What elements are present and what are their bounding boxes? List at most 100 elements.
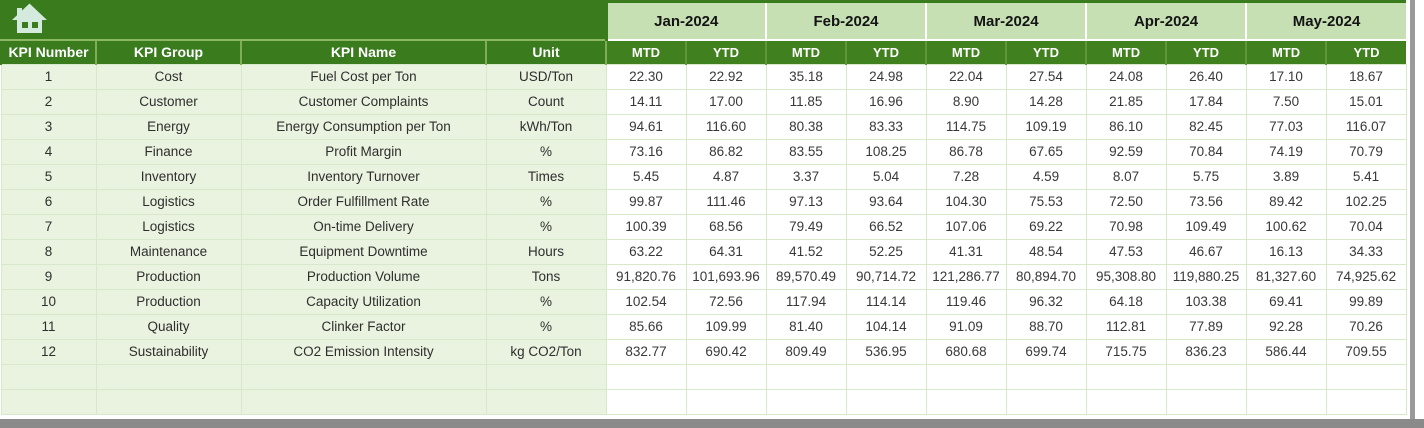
- value-cell[interactable]: [605, 388, 687, 415]
- kpi-group-cell[interactable]: Inventory: [95, 163, 242, 190]
- value-cell[interactable]: 80,894.70: [1005, 263, 1087, 290]
- value-cell[interactable]: 77.89: [1165, 313, 1247, 340]
- kpi-number-cell[interactable]: 7: [0, 213, 97, 240]
- value-cell[interactable]: 536.95: [845, 338, 927, 365]
- value-cell[interactable]: 108.25: [845, 138, 927, 165]
- value-cell[interactable]: 14.11: [605, 88, 687, 115]
- value-cell[interactable]: [1085, 388, 1167, 415]
- kpi-group-cell[interactable]: [95, 388, 242, 415]
- value-cell[interactable]: 81,327.60: [1245, 263, 1327, 290]
- value-cell[interactable]: 70.98: [1085, 213, 1167, 240]
- value-cell[interactable]: 24.08: [1085, 63, 1167, 90]
- value-cell[interactable]: 82.45: [1165, 113, 1247, 140]
- unit-cell[interactable]: Hours: [485, 238, 607, 265]
- unit-header[interactable]: Unit: [485, 40, 607, 64]
- value-cell[interactable]: 79.49: [765, 213, 847, 240]
- value-cell[interactable]: 119,880.25: [1165, 263, 1247, 290]
- kpi-name-cell[interactable]: Fuel Cost per Ton: [240, 63, 487, 90]
- kpi-number-cell[interactable]: 12: [0, 338, 97, 365]
- unit-cell[interactable]: %: [485, 138, 607, 165]
- value-cell[interactable]: [1085, 363, 1167, 390]
- month-header[interactable]: Apr-2024: [1085, 1, 1247, 41]
- value-cell[interactable]: 66.52: [845, 213, 927, 240]
- unit-cell[interactable]: %: [485, 188, 607, 215]
- value-cell[interactable]: 74.19: [1245, 138, 1327, 165]
- unit-cell[interactable]: Tons: [485, 263, 607, 290]
- ytd-header[interactable]: YTD: [1005, 40, 1087, 64]
- value-cell[interactable]: 17.10: [1245, 63, 1327, 90]
- value-cell[interactable]: 121,286.77: [925, 263, 1007, 290]
- kpi-number-cell[interactable]: 6: [0, 188, 97, 215]
- kpi-name-cell[interactable]: Order Fulfillment Rate: [240, 188, 487, 215]
- ytd-header[interactable]: YTD: [685, 40, 766, 64]
- value-cell[interactable]: 75.53: [1005, 188, 1087, 215]
- value-cell[interactable]: 85.66: [605, 313, 687, 340]
- value-cell[interactable]: 103.38: [1165, 288, 1247, 315]
- value-cell[interactable]: [1325, 388, 1407, 415]
- value-cell[interactable]: 22.30: [605, 63, 687, 90]
- value-cell[interactable]: 67.65: [1005, 138, 1087, 165]
- value-cell[interactable]: 15.01: [1325, 88, 1407, 115]
- kpi-group-cell[interactable]: Production: [95, 263, 242, 290]
- kpi-number-cell[interactable]: [0, 363, 97, 390]
- kpi-number-cell[interactable]: 11: [0, 313, 97, 340]
- value-cell[interactable]: 97.13: [765, 188, 847, 215]
- value-cell[interactable]: [685, 388, 767, 415]
- value-cell[interactable]: 26.40: [1165, 63, 1247, 90]
- value-cell[interactable]: 104.30: [925, 188, 1007, 215]
- month-header[interactable]: Jan-2024: [605, 1, 766, 41]
- mtd-header[interactable]: MTD: [765, 40, 846, 64]
- value-cell[interactable]: 74,925.62: [1325, 263, 1407, 290]
- value-cell[interactable]: [925, 388, 1007, 415]
- kpi-group-header[interactable]: KPI Group: [95, 40, 242, 64]
- kpi-number-cell[interactable]: 10: [0, 288, 97, 315]
- value-cell[interactable]: 3.37: [765, 163, 847, 190]
- mtd-header[interactable]: MTD: [605, 40, 686, 64]
- value-cell[interactable]: 70.84: [1165, 138, 1247, 165]
- kpi-number-header[interactable]: KPI Number: [0, 40, 97, 64]
- kpi-number-cell[interactable]: 2: [0, 88, 97, 115]
- value-cell[interactable]: 70.04: [1325, 213, 1407, 240]
- kpi-name-cell[interactable]: On-time Delivery: [240, 213, 487, 240]
- kpi-name-header[interactable]: KPI Name: [240, 40, 487, 64]
- value-cell[interactable]: 72.50: [1085, 188, 1167, 215]
- value-cell[interactable]: 8.07: [1085, 163, 1167, 190]
- kpi-group-cell[interactable]: Quality: [95, 313, 242, 340]
- value-cell[interactable]: 81.40: [765, 313, 847, 340]
- value-cell[interactable]: 99.89: [1325, 288, 1407, 315]
- value-cell[interactable]: 89,570.49: [765, 263, 847, 290]
- kpi-group-cell[interactable]: Logistics: [95, 188, 242, 215]
- value-cell[interactable]: 5.41: [1325, 163, 1407, 190]
- unit-cell[interactable]: kg CO2/Ton: [485, 338, 607, 365]
- value-cell[interactable]: 5.75: [1165, 163, 1247, 190]
- value-cell[interactable]: 91.09: [925, 313, 1007, 340]
- value-cell[interactable]: 117.94: [765, 288, 847, 315]
- value-cell[interactable]: 699.74: [1005, 338, 1087, 365]
- value-cell[interactable]: 72.56: [685, 288, 767, 315]
- kpi-name-cell[interactable]: Profit Margin: [240, 138, 487, 165]
- value-cell[interactable]: 64.31: [685, 238, 767, 265]
- value-cell[interactable]: 69.22: [1005, 213, 1087, 240]
- month-header[interactable]: Mar-2024: [925, 1, 1087, 41]
- kpi-group-cell[interactable]: Production: [95, 288, 242, 315]
- value-cell[interactable]: 7.50: [1245, 88, 1327, 115]
- unit-cell[interactable]: kWh/Ton: [485, 113, 607, 140]
- value-cell[interactable]: 836.23: [1165, 338, 1247, 365]
- value-cell[interactable]: 104.14: [845, 313, 927, 340]
- value-cell[interactable]: 114.14: [845, 288, 927, 315]
- value-cell[interactable]: 809.49: [765, 338, 847, 365]
- value-cell[interactable]: 41.52: [765, 238, 847, 265]
- value-cell[interactable]: 73.56: [1165, 188, 1247, 215]
- value-cell[interactable]: 680.68: [925, 338, 1007, 365]
- kpi-group-cell[interactable]: [95, 363, 242, 390]
- unit-cell[interactable]: [485, 388, 607, 415]
- value-cell[interactable]: 91,820.76: [605, 263, 687, 290]
- value-cell[interactable]: 586.44: [1245, 338, 1327, 365]
- value-cell[interactable]: 73.16: [605, 138, 687, 165]
- kpi-name-cell[interactable]: Equipment Downtime: [240, 238, 487, 265]
- value-cell[interactable]: 4.87: [685, 163, 767, 190]
- value-cell[interactable]: 95,308.80: [1085, 263, 1167, 290]
- value-cell[interactable]: 77.03: [1245, 113, 1327, 140]
- unit-cell[interactable]: %: [485, 288, 607, 315]
- value-cell[interactable]: 21.85: [1085, 88, 1167, 115]
